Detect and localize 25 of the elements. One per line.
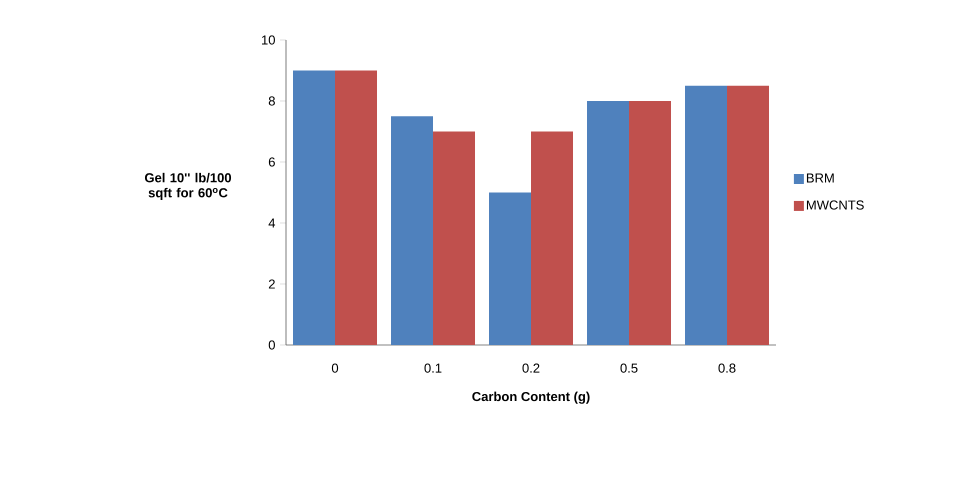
bar bbox=[587, 100, 630, 345]
x-tick-label: 0.8 bbox=[718, 364, 736, 373]
bar bbox=[727, 86, 770, 345]
y-tick-label: 0 bbox=[268, 340, 275, 350]
x-tick-label: 0.5 bbox=[620, 364, 638, 373]
y-tick-label: 6 bbox=[268, 157, 275, 167]
x-tick-label: 0.2 bbox=[522, 364, 540, 373]
bar bbox=[335, 70, 378, 345]
y-tick-label: 2 bbox=[268, 279, 275, 289]
x-tick-label: 0.1 bbox=[424, 364, 442, 373]
legend-label: MWCNTS bbox=[806, 200, 864, 210]
bar bbox=[391, 116, 434, 345]
legend-label: BRM bbox=[806, 174, 834, 182]
bar bbox=[629, 100, 672, 345]
y-tick-label: 8 bbox=[268, 96, 275, 106]
bar bbox=[433, 131, 476, 345]
y-tick-label: 4 bbox=[268, 218, 276, 228]
bar bbox=[685, 86, 728, 345]
bar bbox=[293, 70, 335, 345]
x-axis-title: Carbon Content (g) bbox=[472, 392, 590, 404]
bar bbox=[531, 131, 574, 345]
bar bbox=[489, 192, 532, 345]
x-tick-label: 0 bbox=[332, 364, 338, 373]
y-tick-label: 10 bbox=[262, 35, 275, 45]
y-axis-title: Gel 10'' lb/100 sqft for 60$^{o}$C bbox=[144, 172, 232, 200]
